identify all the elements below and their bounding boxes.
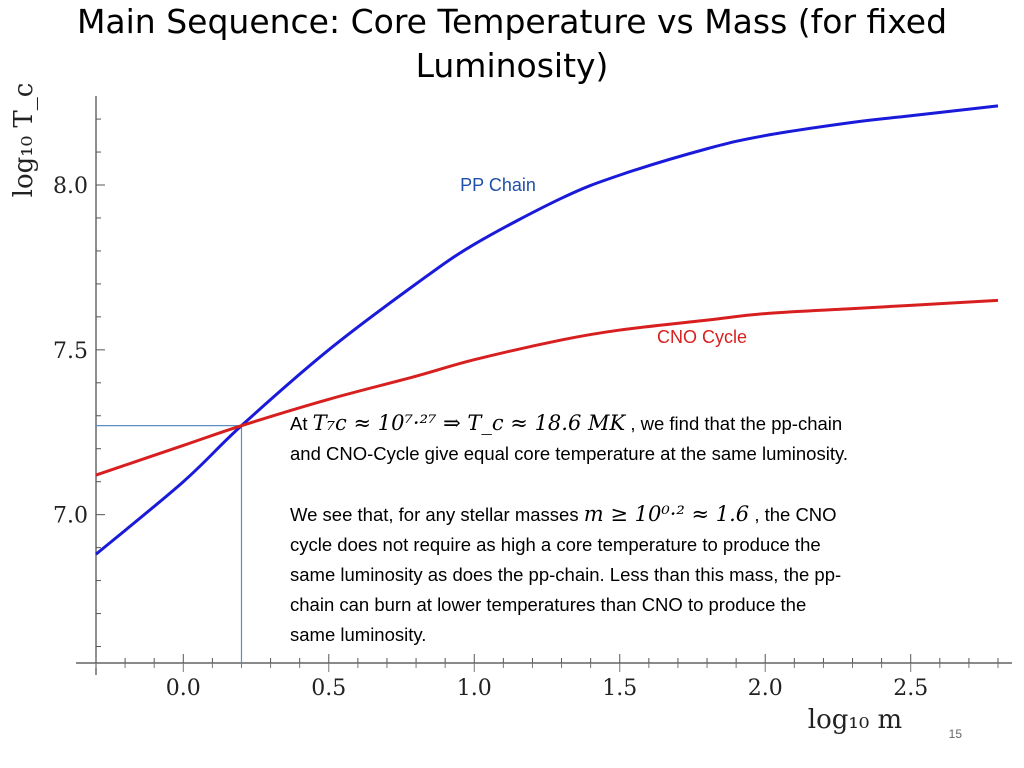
p1-at: At: [290, 413, 308, 434]
series-line-pp-chain: [95, 104, 999, 556]
slide-number: 15: [948, 727, 962, 741]
p2-line-3: same luminosity as does the pp-chain. Le…: [290, 564, 842, 585]
series-line-cno-cycle: [95, 298, 999, 477]
x-tick-label: 0.5: [311, 676, 346, 701]
y-tick-label: 7.0: [53, 504, 88, 529]
x-tick-label: 0.0: [166, 676, 201, 701]
title-line-2: Luminosity): [415, 46, 609, 85]
p2-line-5: same luminosity.: [290, 624, 427, 645]
crossing-guides: [96, 425, 243, 663]
series-label-pp-chain: PP Chain: [460, 175, 536, 195]
explanation-paragraph-2: We see that, for any stellar masses m ≥ …: [290, 499, 1000, 650]
p2-rest: , the CNO: [754, 504, 837, 525]
chart-labels: 0.0 0.5 1.0 1.5 2.0 2.5 7.0 7.5 8.0 log₁₀ m log₁₀ …: [9, 83, 928, 735]
title-line-1: Main Sequence: Core Temperature vs Mass …: [76, 2, 948, 41]
y-axis-title: log₁₀ T_c: [9, 83, 39, 198]
p2-start: We see that, for any stellar masses: [290, 504, 579, 525]
series-label-cno-cycle: CNO Cycle: [657, 327, 747, 347]
p1-formula: T₇c ≈ 10⁷·²⁷ ⇒ T_c ≈ 18.6 MK: [312, 411, 626, 435]
chart-series: [95, 104, 999, 556]
slide-title: Main Sequence: Core Temperature vs Mass …: [0, 0, 1024, 88]
x-tick-label: 2.0: [748, 676, 783, 701]
explanation-paragraph-1: At T₇c ≈ 10⁷·²⁷ ⇒ T_c ≈ 18.6 MK , we fin…: [290, 408, 1000, 469]
p1-rest: , we find that the pp-chain: [630, 413, 843, 434]
p2-line-2: cycle does not require as high a core te…: [290, 534, 821, 555]
x-axis-title: log₁₀ m: [808, 705, 902, 735]
y-tick-label: 8.0: [53, 174, 88, 199]
x-tick-label: 2.5: [893, 676, 928, 701]
chart-axes: [76, 96, 1012, 675]
p2-line-4: chain can burn at lower temperatures tha…: [290, 594, 807, 615]
p2-formula: m ≥ 10⁰·² ≈ 1.6: [583, 502, 750, 526]
x-tick-label: 1.5: [602, 676, 637, 701]
p1-line-2: and CNO-Cycle give equal core temperatur…: [290, 443, 848, 464]
y-tick-label: 7.5: [53, 339, 88, 364]
x-tick-label: 1.0: [457, 676, 492, 701]
